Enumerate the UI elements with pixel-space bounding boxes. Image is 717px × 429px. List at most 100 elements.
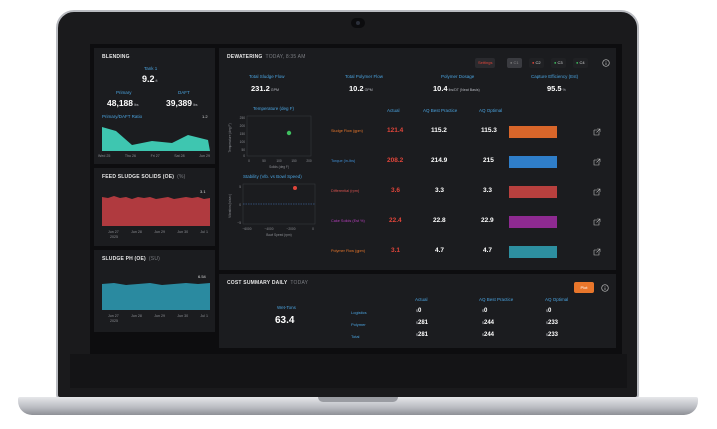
- ratio-label: Primary/DAFT Ratio: [102, 114, 143, 119]
- row-actual: 121.4: [387, 127, 404, 134]
- plot-button[interactable]: Plot: [574, 282, 594, 293]
- row-best: 214.9: [431, 157, 448, 164]
- stability-chart-title: Stability (Vib. vs Bowl Speed): [243, 174, 302, 179]
- stability-x-tick: −2000: [287, 227, 296, 231]
- info-icon[interactable]: [601, 284, 609, 292]
- tank-label: Tank 1: [144, 66, 158, 71]
- feed-tick: Jul 1: [200, 230, 208, 234]
- temp-scatter-chart: Temperature (deg F) 250 200 150 100 50 0…: [228, 115, 312, 169]
- ratio-value: 1.2: [202, 114, 208, 119]
- stability-x-tick: −4000: [265, 227, 274, 231]
- ratio-x-axis: Wed 25 Thu 26 Fri 27 Sat 28 Jun 29: [98, 154, 210, 158]
- cost-col-optimal-header: AQ Optimal: [545, 297, 569, 302]
- temp-x-tick: 100: [276, 159, 282, 163]
- external-link-icon[interactable]: [593, 128, 601, 136]
- row-best: 4.7: [435, 247, 445, 254]
- row-best: 3.3: [435, 187, 445, 194]
- temp-y-tick: 50: [241, 148, 245, 152]
- metric-label: Total Sludge Flow: [249, 74, 285, 79]
- ratio-tick: Fri 27: [150, 154, 160, 158]
- temp-y-tick: 0: [243, 154, 245, 158]
- stability-scatter-chart: Vibration (in/sec) 5 0 −5 −6000 −4000 −2…: [228, 183, 316, 237]
- daft-label: DAFT: [178, 90, 190, 95]
- cost-row-best: $244: [482, 320, 495, 326]
- external-link-icon[interactable]: [593, 248, 601, 256]
- row-label: Differential (rpm): [331, 189, 360, 193]
- cost-row-label: Total: [351, 334, 360, 339]
- ph-tick: Jun 28: [131, 314, 142, 318]
- temp-x-tick: 150: [291, 159, 297, 163]
- daft-value: 39,389lbs: [166, 98, 198, 108]
- row-label: Torque (in-lbs): [331, 159, 356, 163]
- feed-solids-year: 2025: [110, 235, 118, 239]
- wet-tons-value: 63.4: [275, 315, 295, 326]
- temp-y-tick: 150: [240, 132, 246, 136]
- metric-value: 10.4lbs/DT (Neat Basis): [433, 84, 480, 93]
- temp-chart-title: Temperature (deg F): [253, 106, 295, 111]
- row-optimal: 215: [483, 157, 494, 164]
- cost-row-actual: $281: [416, 320, 429, 326]
- feed-tick: Jun 29: [154, 230, 165, 234]
- row-trend-bar: [509, 186, 557, 198]
- cost-row-actual: $0: [416, 308, 422, 314]
- stability-y-axis-label: Vibration (in/sec): [228, 194, 232, 218]
- blending-title: BLENDING: [102, 54, 130, 60]
- feed-tick: Jun 27: [108, 230, 119, 234]
- row-best: 22.8: [433, 217, 446, 224]
- cost-row-best: $0: [482, 308, 488, 314]
- ratio-tick: Wed 25: [98, 154, 111, 158]
- temp-x-tick: 200: [306, 159, 312, 163]
- ratio-tick: Sat 28: [174, 154, 185, 158]
- metric-label: Capture Efficiency (Est): [531, 74, 579, 79]
- col-actual-header: Actual: [387, 108, 400, 113]
- primary-label: Primary: [116, 90, 132, 95]
- metric-value: 231.2GPM: [251, 84, 279, 93]
- camera-notch: [351, 18, 365, 28]
- row-optimal: 4.7: [483, 247, 493, 254]
- metric-label: Polymer Dosage: [441, 74, 475, 79]
- tank-value: 9.2ft: [142, 74, 158, 84]
- external-link-icon[interactable]: [593, 158, 601, 166]
- row-actual: 208.2: [387, 157, 404, 164]
- cost-row-label: Polymer: [351, 322, 366, 327]
- external-link-icon[interactable]: [593, 188, 601, 196]
- sludge-ph-panel: SLUDGE PH (OE) (SU) 6.54 Jun 27 Jun 28 Ju…: [94, 250, 215, 332]
- laptop-base-notch: [318, 397, 398, 402]
- feed-solids-panel: FEED SLUDGE SOLIDS (OE) (%) 3.1 Jun 27 Ju…: [94, 168, 215, 246]
- stability-x-tick: 0: [312, 227, 314, 231]
- laptop-base: [18, 397, 698, 415]
- wet-tons-label: Wet-Tons: [277, 305, 296, 310]
- ph-tick: Jun 27: [108, 314, 119, 318]
- dashboard-screen: BLENDING Tank 1 9.2ft Primary 48,188lbs …: [90, 44, 622, 354]
- row-label: Sludge Flow (gpm): [331, 129, 363, 133]
- sludge-ph-area-chart: [102, 283, 210, 310]
- temp-x-tick: 50: [262, 159, 266, 163]
- feed-solids-title: FEED SLUDGE SOLIDS (OE) (%): [102, 174, 186, 180]
- temp-x-axis-label: Solids (deg F): [269, 165, 289, 169]
- cost-col-actual-header: Actual: [415, 297, 428, 302]
- row-optimal: 3.3: [483, 187, 493, 194]
- row-trend-bar: [509, 126, 557, 138]
- centrifuge-c1-tab[interactable]: ● C1: [507, 58, 522, 68]
- temp-y-axis-label: Temperature (deg F): [228, 123, 232, 152]
- stability-point: [293, 186, 297, 190]
- dewatering-title: DEWATERING TODAY, 8:35 AM: [227, 54, 306, 60]
- cost-row-optimal: $0: [546, 308, 552, 314]
- row-trend-bar: [509, 156, 557, 168]
- centrifuge-c3-tab[interactable]: ● C3: [551, 58, 566, 68]
- ph-tick: Jun 29: [154, 314, 165, 318]
- feed-tick: Jun 30: [177, 230, 189, 234]
- feed-solids-area-chart: [102, 196, 210, 226]
- row-trend-bar: [509, 246, 557, 258]
- centrifuge-c2-tab[interactable]: ● C2: [529, 58, 544, 68]
- screen-bezel: [70, 354, 627, 388]
- row-actual: 3.6: [391, 187, 401, 194]
- info-icon[interactable]: [602, 59, 610, 67]
- metric-value: 95.5%: [547, 84, 566, 93]
- centrifuge-c4-tab[interactable]: ● C4: [573, 58, 588, 68]
- external-link-icon[interactable]: [593, 218, 601, 226]
- settings-button[interactable]: Settings: [475, 58, 496, 68]
- stability-y-tick: −5: [237, 221, 241, 225]
- dewatering-panel: DEWATERING TODAY, 8:35 AM Settings ● C1 ●…: [219, 48, 616, 270]
- temp-y-tick: 100: [240, 140, 246, 144]
